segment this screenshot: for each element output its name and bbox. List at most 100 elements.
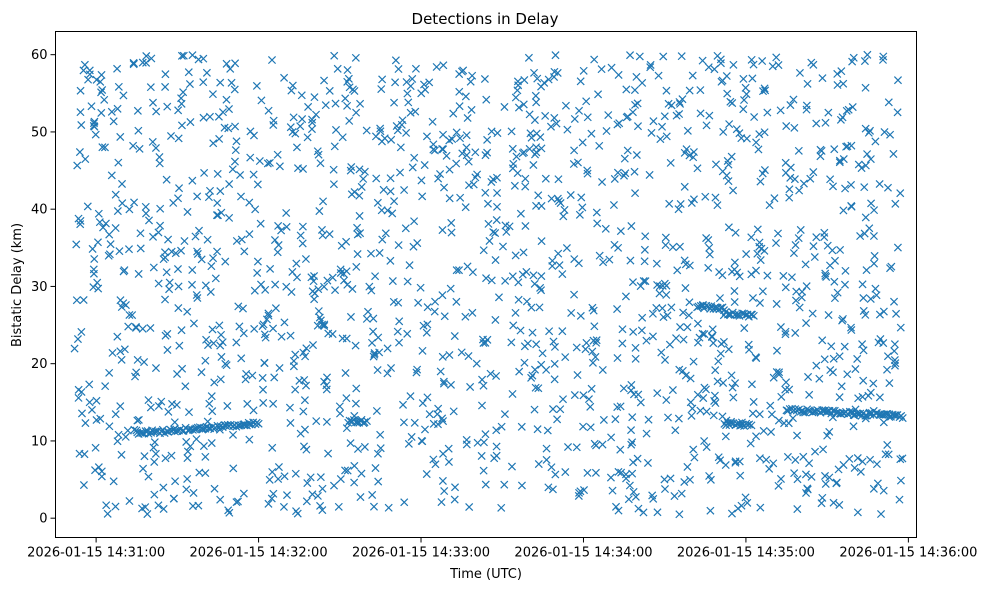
data-point — [483, 148, 492, 157]
data-point — [647, 128, 656, 137]
data-point — [120, 345, 129, 354]
data-point — [271, 304, 280, 313]
data-point — [129, 60, 138, 69]
data-point — [146, 403, 155, 412]
data-point — [708, 325, 717, 334]
data-point — [846, 180, 856, 189]
data-point — [72, 240, 81, 249]
data-point — [849, 422, 858, 431]
data-point — [572, 443, 581, 452]
data-point — [727, 152, 736, 161]
data-point — [817, 499, 826, 508]
data-point — [661, 233, 670, 242]
data-point — [858, 280, 867, 289]
data-point — [269, 399, 278, 408]
data-point — [207, 392, 216, 401]
data-point — [299, 164, 308, 173]
data-point — [140, 358, 149, 367]
data-point — [569, 159, 578, 169]
data-point — [726, 97, 735, 106]
data-point — [462, 131, 471, 140]
data-point — [781, 385, 790, 394]
data-point — [677, 489, 686, 498]
data-point — [116, 402, 125, 411]
data-point — [694, 302, 703, 311]
data-point — [723, 310, 733, 319]
data-point — [693, 338, 703, 347]
data-point — [357, 182, 366, 191]
data-point — [689, 445, 698, 454]
data-point — [274, 474, 283, 483]
data-point — [715, 294, 724, 303]
data-point — [760, 84, 769, 93]
data-point — [769, 459, 778, 468]
data-point — [92, 396, 101, 405]
data-point — [298, 115, 307, 124]
data-point — [705, 471, 714, 481]
data-point — [72, 296, 81, 305]
data-point — [146, 83, 155, 92]
data-point — [479, 438, 488, 447]
data-point — [331, 286, 340, 295]
data-point — [230, 85, 239, 94]
x-tick-label: 2026-01-15 14:33:00 — [352, 546, 490, 561]
data-point — [183, 454, 192, 463]
data-point — [410, 418, 419, 427]
data-point — [656, 135, 665, 144]
data-point — [163, 329, 172, 338]
data-point — [336, 265, 345, 274]
data-point — [270, 236, 279, 245]
data-point — [186, 118, 195, 127]
data-point — [791, 328, 800, 337]
data-point — [663, 311, 672, 320]
data-point — [351, 53, 360, 62]
data-point — [208, 325, 217, 334]
data-point — [701, 192, 710, 201]
data-point — [375, 248, 384, 257]
data-point — [698, 329, 707, 338]
data-point — [449, 407, 458, 416]
data-point — [766, 401, 775, 410]
data-point — [130, 372, 140, 381]
data-point — [342, 267, 351, 276]
data-point — [529, 160, 538, 170]
data-point — [304, 102, 313, 111]
data-point — [318, 484, 327, 493]
data-point — [231, 122, 240, 131]
data-point — [288, 81, 297, 90]
data-point — [101, 219, 110, 228]
data-point — [838, 316, 847, 325]
data-point — [642, 336, 651, 345]
data-point — [628, 438, 637, 447]
data-point — [296, 122, 305, 131]
data-point — [85, 380, 94, 389]
data-point — [450, 332, 459, 341]
data-point — [837, 382, 846, 391]
data-point — [555, 261, 564, 270]
data-point — [655, 282, 664, 291]
data-point — [544, 483, 553, 492]
data-point — [230, 157, 239, 166]
data-point — [779, 271, 788, 280]
data-point — [252, 81, 261, 90]
data-point — [588, 358, 597, 367]
data-point — [579, 391, 588, 400]
data-point — [154, 501, 163, 510]
data-point — [210, 378, 219, 387]
data-point — [151, 449, 160, 458]
data-point — [879, 486, 888, 495]
data-point — [508, 144, 517, 153]
data-point — [567, 308, 576, 318]
data-point — [330, 51, 339, 60]
data-point — [76, 86, 85, 95]
data-point — [799, 452, 808, 461]
data-point — [417, 176, 426, 185]
data-point — [575, 106, 584, 115]
data-point — [314, 307, 323, 316]
y-tick-label: 0 — [39, 512, 47, 527]
data-point — [520, 148, 529, 157]
data-point — [152, 107, 161, 116]
data-point — [494, 293, 503, 302]
data-point — [871, 284, 880, 293]
data-point — [477, 401, 487, 410]
